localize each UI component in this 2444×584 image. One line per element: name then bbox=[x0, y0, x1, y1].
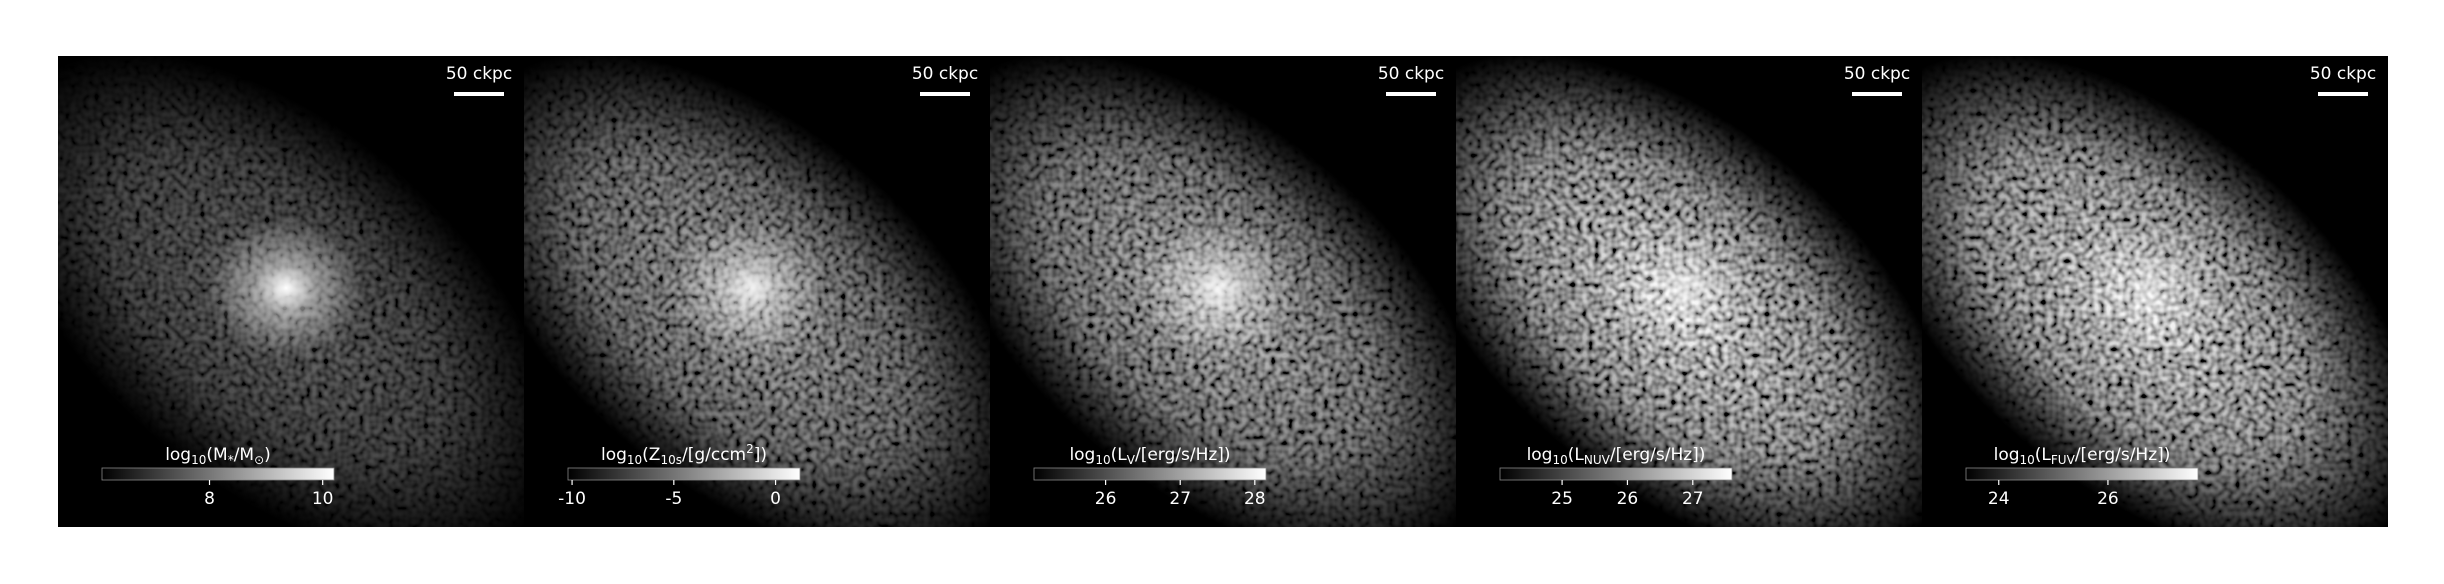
colorbar-tick-label: -5 bbox=[665, 489, 682, 509]
galaxy-core bbox=[672, 218, 832, 358]
colorbar-tick-label: 28 bbox=[1244, 489, 1266, 509]
colorbar-tick-label: 10 bbox=[312, 489, 334, 509]
colorbar bbox=[1965, 467, 2199, 481]
label-part: log bbox=[1069, 445, 1095, 465]
colorbar bbox=[567, 467, 801, 481]
panel: 50 ckpc log10(LFUV/[erg/s/Hz]) 24 26 bbox=[1922, 56, 2388, 527]
panel: 50 ckpc log10(LNUV/[erg/s/Hz]) 25 26 27 bbox=[1456, 56, 1922, 527]
galaxy-core bbox=[1604, 218, 1764, 358]
label-part: log bbox=[1994, 445, 2020, 465]
label-part: log bbox=[1527, 445, 1553, 465]
label-part: 10 bbox=[1552, 453, 1567, 467]
label-part: FUV bbox=[2051, 453, 2076, 467]
label-part: (L bbox=[1111, 445, 1128, 465]
scalebar-label: 50 ckpc bbox=[2310, 64, 2376, 84]
colorbar-tick-label: 24 bbox=[1988, 489, 2010, 509]
label-part: (M bbox=[206, 445, 227, 465]
label-part: /[erg/s/Hz]) bbox=[2075, 445, 2171, 465]
colorbar-tick-label: -10 bbox=[558, 489, 586, 509]
colorbar-label: log10(LNUV/[erg/s/Hz]) bbox=[1527, 445, 1706, 467]
colorbar bbox=[101, 467, 335, 481]
label-part: ]) bbox=[754, 445, 767, 465]
colorbar-label: log10(M*/M⊙) bbox=[165, 445, 271, 467]
label-part: /M bbox=[234, 445, 254, 465]
colorbar-tick-label: 26 bbox=[1617, 489, 1639, 509]
label-part: 2 bbox=[746, 442, 754, 456]
label-part: 10s bbox=[660, 453, 682, 467]
galaxy-core bbox=[2070, 218, 2230, 358]
panel: 50 ckpc log10(Z10s/[g/ccm2]) -10 -5 0 bbox=[524, 56, 990, 527]
label-part: 10 bbox=[191, 453, 206, 467]
colorbar-label: log10(LFUV/[erg/s/Hz]) bbox=[1994, 445, 2171, 467]
label-part: (Z bbox=[642, 445, 660, 465]
scalebar-label: 50 ckpc bbox=[1844, 64, 1910, 84]
label-part: ⊙ bbox=[254, 453, 264, 467]
label-part: log bbox=[165, 445, 191, 465]
label-part: /[erg/s/Hz]) bbox=[1135, 445, 1231, 465]
galaxy-core bbox=[206, 218, 366, 358]
colorbar-tick-label: 25 bbox=[1551, 489, 1573, 509]
colorbar-tick-label: 27 bbox=[1169, 489, 1191, 509]
colorbar-label: log10(Z10s/[g/ccm2]) bbox=[601, 442, 767, 467]
label-part: ) bbox=[264, 445, 271, 465]
galaxy-core bbox=[1138, 218, 1298, 358]
scalebar-label: 50 ckpc bbox=[446, 64, 512, 84]
label-part: NUV bbox=[1584, 453, 1611, 467]
label-part: 10 bbox=[2020, 453, 2035, 467]
colorbar-tick-label: 0 bbox=[770, 489, 781, 509]
label-part: * bbox=[228, 453, 234, 467]
colorbar-tick-label: 26 bbox=[1095, 489, 1117, 509]
label-part: log bbox=[601, 445, 627, 465]
colorbar bbox=[1033, 467, 1267, 481]
panel: 50 ckpc log10(LV/[erg/s/Hz]) 26 27 28 bbox=[990, 56, 1456, 527]
scalebar-label: 50 ckpc bbox=[912, 64, 978, 84]
colorbar bbox=[1499, 467, 1733, 481]
scalebar-label: 50 ckpc bbox=[1378, 64, 1444, 84]
label-part: 10 bbox=[1095, 453, 1110, 467]
label-part: 10 bbox=[627, 453, 642, 467]
label-part: V bbox=[1127, 453, 1136, 467]
colorbar-tick-label: 8 bbox=[204, 489, 215, 509]
colorbar-label: log10(LV/[erg/s/Hz]) bbox=[1069, 445, 1230, 467]
colorbar-tick-label: 26 bbox=[2097, 489, 2119, 509]
label-part: (L bbox=[2035, 445, 2052, 465]
label-part: (L bbox=[1568, 445, 1585, 465]
label-part: /[erg/s/Hz]) bbox=[1610, 445, 1706, 465]
label-part: /[g/ccm bbox=[682, 445, 746, 465]
colorbar-tick-label: 27 bbox=[1682, 489, 1704, 509]
